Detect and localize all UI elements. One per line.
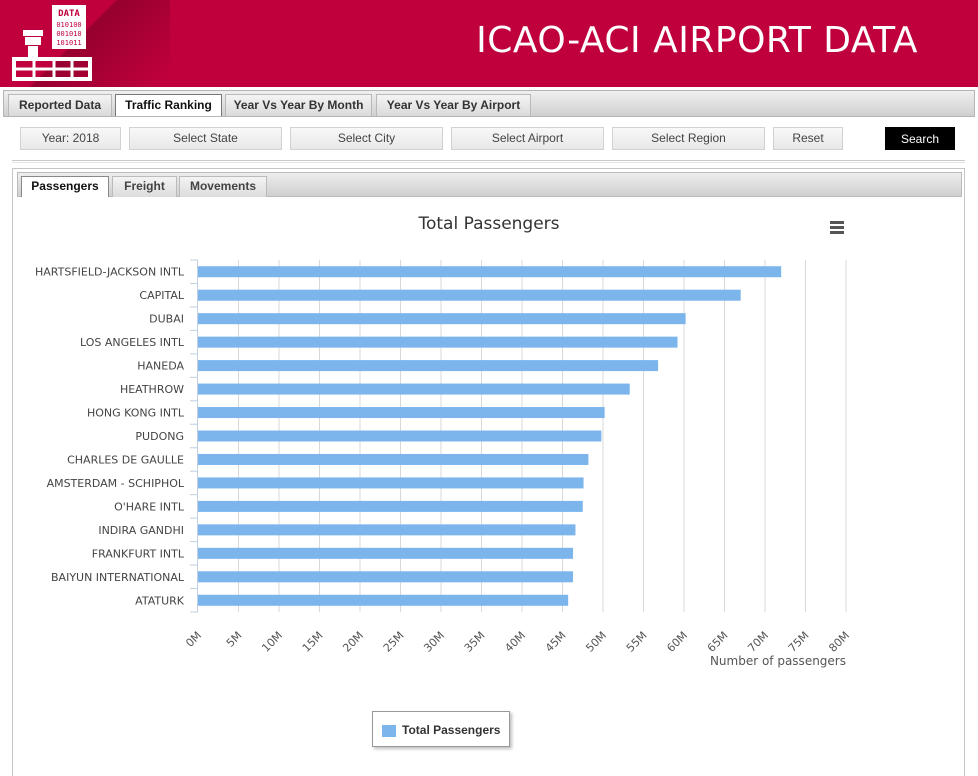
reset-button[interactable]: Reset	[773, 127, 843, 150]
bar[interactable]	[198, 336, 678, 348]
tab-reported-data[interactable]: Reported Data	[8, 94, 112, 116]
bar[interactable]	[198, 453, 589, 465]
svg-text:DATA: DATA	[58, 9, 80, 19]
airport-data-logo-icon: DATA 010100 001010 101011	[12, 5, 92, 81]
bar[interactable]	[198, 547, 574, 559]
bar[interactable]	[198, 407, 605, 419]
city-select[interactable]: Select City	[290, 127, 443, 150]
tab-freight[interactable]: Freight	[112, 176, 177, 197]
airport-select[interactable]: Select Airport	[451, 127, 604, 150]
app-header: DATA 010100 001010 101011 ICAO-ACI AIRPO…	[0, 0, 978, 87]
search-button[interactable]: Search	[885, 127, 955, 150]
tab-traffic-ranking[interactable]: Traffic Ranking	[115, 94, 222, 116]
tab-year-vs-year-by-airport[interactable]: Year Vs Year By Airport	[376, 94, 531, 116]
bar[interactable]	[198, 289, 741, 301]
bar[interactable]	[198, 430, 602, 442]
metric-tab-bar: Passengers Freight Movements	[17, 172, 962, 197]
app-title: ICAO-ACI AIRPORT DATA	[476, 20, 918, 61]
tab-year-vs-year-by-month[interactable]: Year Vs Year By Month	[225, 94, 372, 116]
tab-movements[interactable]: Movements	[179, 176, 267, 197]
legend-label: Total Passengers	[402, 723, 501, 737]
chart-legend[interactable]: Total Passengers	[372, 711, 510, 747]
tab-passengers[interactable]: Passengers	[21, 176, 109, 197]
region-select[interactable]: Select Region	[612, 127, 765, 150]
year-select[interactable]: Year: 2018	[20, 127, 121, 150]
legend-swatch	[382, 725, 396, 737]
bar[interactable]	[198, 477, 584, 489]
state-select[interactable]: Select State	[129, 127, 282, 150]
bar[interactable]	[198, 500, 583, 512]
main-tab-bar: Reported Data Traffic Ranking Year Vs Ye…	[3, 90, 975, 117]
divider	[12, 160, 965, 163]
bar[interactable]	[198, 571, 574, 583]
chart-title: Total Passengers	[418, 214, 560, 234]
bar[interactable]	[198, 524, 576, 536]
svg-text:101011: 101011	[56, 39, 81, 47]
bar[interactable]	[198, 266, 782, 278]
svg-text:010100: 010100	[56, 21, 81, 29]
hamburger-menu-icon[interactable]	[830, 221, 846, 235]
bar[interactable]	[198, 313, 686, 325]
bar[interactable]	[198, 594, 569, 606]
results-panel: Passengers Freight Movements	[12, 168, 965, 776]
bar[interactable]	[198, 360, 659, 372]
svg-text:001010: 001010	[56, 30, 81, 38]
bar[interactable]	[198, 383, 630, 395]
